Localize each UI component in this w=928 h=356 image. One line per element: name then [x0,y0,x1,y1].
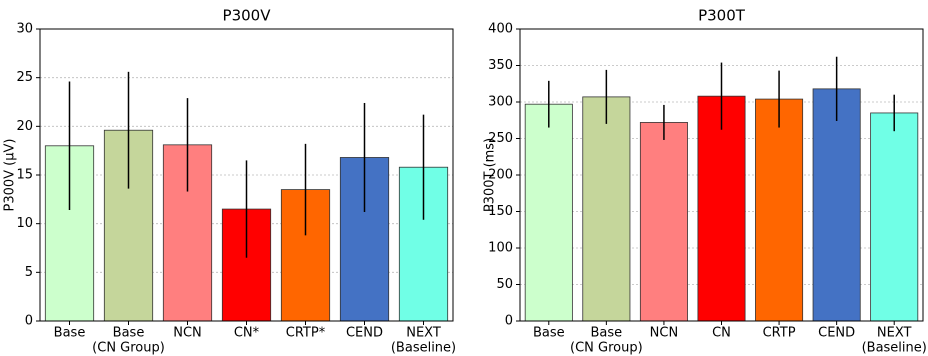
x-tick-label: Base [591,326,623,341]
y-tick-label: 250 [488,131,513,146]
y-axis-label: P300T (ms) [483,138,498,212]
x-tick-label: CEND [818,326,855,341]
x-tick-label: (Baseline) [862,341,927,356]
x-tick-label: (CN Group) [570,341,643,356]
chart-panel: P300T P300T (ms) 0 50 100 150 200 250 300 350 400 B… [483,7,927,356]
x-tick-label: CRTP* [286,326,326,341]
y-tick-label: 50 [496,277,513,292]
y-tick-label: 15 [16,168,33,183]
x-tick-label: NCN [173,326,202,341]
y-tick-label: 10 [16,216,33,231]
y-tick-label: 100 [488,241,513,256]
y-tick-label: 400 [488,22,513,37]
y-tick-label: 0 [505,314,513,329]
x-tick-label: Base [113,326,145,341]
bar [639,122,688,322]
x-tick-label: (Baseline) [391,341,456,356]
x-tick-label: NCN [650,326,679,341]
bar [755,98,804,322]
bar [697,95,746,322]
y-tick-label: 0 [25,314,33,329]
x-tick-label: Base [54,326,86,341]
bar [812,88,861,322]
x-tick-label: CN* [234,326,260,341]
x-tick-label: NEXT [406,326,441,341]
y-tick-label: 200 [488,168,513,183]
x-tick-label: CN [712,326,731,341]
y-tick-label: 30 [16,22,33,37]
y-tick-label: 20 [16,119,33,134]
bar [582,96,631,322]
y-tick-label: 5 [25,265,33,280]
bar [524,103,573,322]
chart-title: P300V [223,7,272,25]
chart-title: P300T [698,7,746,25]
plot-frame [39,28,454,322]
y-tick-label: 25 [16,70,33,85]
x-tick-label: NEXT [877,326,912,341]
y-tick-label: 300 [488,95,513,110]
bar [870,112,919,322]
plot-frame [519,28,924,322]
x-tick-label: Base [533,326,565,341]
x-tick-label: CEND [346,326,383,341]
y-tick-label: 350 [488,58,513,73]
y-axis-label: P300V (μV) [3,139,18,212]
x-tick-label: CRTP [763,326,796,341]
y-tick-label: 150 [488,204,513,219]
x-tick-label: (CN Group) [92,341,165,356]
